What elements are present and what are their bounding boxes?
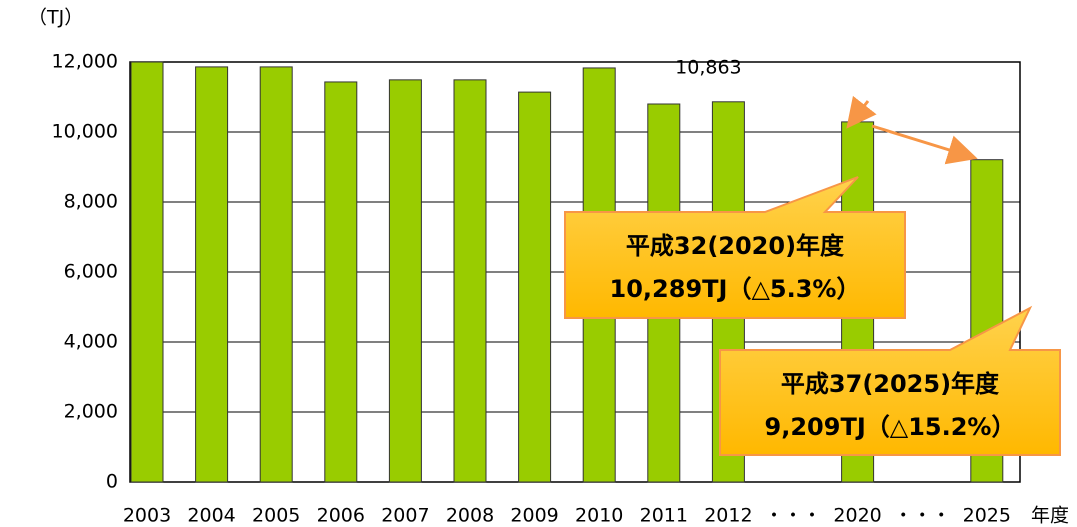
arrow [846,95,877,129]
x-tick-label: 2011 [640,505,688,527]
annotation: 9,209TJ（△15.2%） [765,413,1016,441]
x-tick-label: 2020 [833,505,881,527]
y-unit: （TJ） [28,7,83,29]
bar [130,61,164,483]
data-label: 10,863 [675,56,741,78]
bar [324,81,358,483]
annotation: 平成37(2025)年度 [781,370,1000,398]
y-tick-label: 12,000 [52,51,118,73]
y-tick-label: 10,000 [52,121,118,143]
x-tick-label: 2003 [123,505,171,527]
bar [518,91,552,483]
callout [564,176,906,319]
y-tick-label: 4,000 [64,331,118,353]
x-axis-label: 年度 [1031,505,1069,527]
y-tick-label: 0 [106,471,118,493]
y-tick-label: 8,000 [64,191,118,213]
bar [259,66,293,483]
bar [453,79,487,483]
y-tick-label: 2,000 [64,401,118,423]
x-tick-label: 2008 [446,505,494,527]
x-tick-label: ・・・ [894,505,951,527]
bar [195,66,229,483]
x-tick-label: 2005 [252,505,300,527]
arrow [871,124,978,165]
y-tick-label: 6,000 [64,261,118,283]
x-tick-label: ・・・ [764,505,821,527]
callout [719,305,1061,456]
bar [388,79,422,483]
x-tick-label: 2010 [575,505,623,527]
x-tick-label: 2025 [963,505,1011,527]
x-tick-label: 2009 [510,505,558,527]
x-tick-label: 2007 [381,505,429,527]
plot-frame [129,61,1021,483]
x-tick-label: 2004 [187,505,235,527]
annotation: 平成32(2020)年度 [626,232,845,260]
x-tick-label: 2006 [317,505,365,527]
annotation: 10,289TJ（△5.3%） [610,275,861,303]
x-tick-label: 2012 [704,505,752,527]
